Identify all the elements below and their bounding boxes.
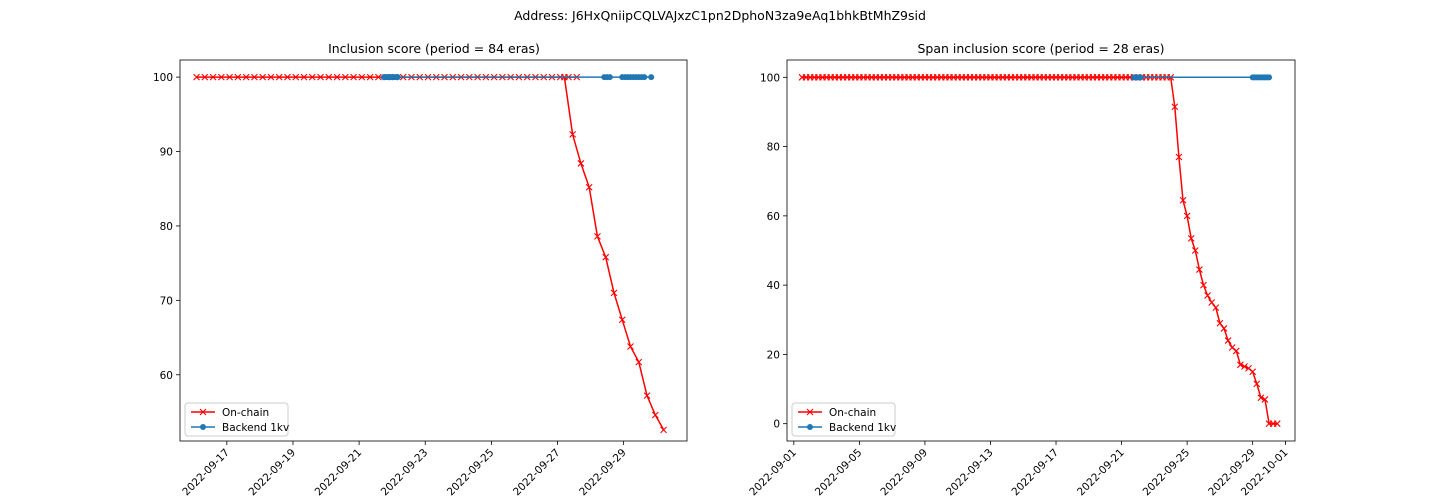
plot-area-frame: [179, 59, 688, 442]
data-point-x-marker: [1175, 153, 1183, 161]
y-tick-label: 0: [773, 419, 780, 431]
data-point-x-marker: [375, 73, 382, 81]
legend-label: Backend 1kv: [829, 422, 896, 434]
legend: On-chain Backend 1kv: [791, 402, 896, 437]
data-point-x-marker: [1220, 325, 1228, 332]
data-point-x-marker: [610, 289, 618, 297]
y-tick-label: 60: [160, 370, 173, 382]
legend-x-marker: [199, 408, 207, 416]
data-point-x-marker: [300, 73, 308, 81]
y-tick-label: 20: [767, 349, 780, 361]
y-tick-label: 40: [767, 280, 780, 292]
data-point-x-marker: [635, 358, 643, 366]
data-point-x-marker: [317, 73, 324, 81]
data-point-x-marker: [1204, 292, 1211, 299]
series-backend-1kv: [1130, 74, 1273, 81]
data-point-x-marker: [350, 73, 357, 81]
data-point-x-marker: [1196, 266, 1203, 273]
data-point-circle-marker: [1266, 74, 1273, 81]
data-point-x-marker: [1224, 337, 1232, 344]
data-point-circle-marker: [606, 74, 613, 81]
data-point-x-marker: [1232, 347, 1240, 355]
data-point-x-marker: [234, 73, 242, 81]
y-tick-label: 100: [153, 72, 173, 84]
data-point-x-marker: [259, 73, 267, 81]
data-point-x-marker: [1171, 103, 1179, 111]
plot-area-frame: [786, 59, 1296, 442]
data-point-x-marker: [1249, 368, 1257, 376]
figure-suptitle: Address: J6HxQniipCQLVAJxzC1pn2DphoN3za9…: [514, 8, 926, 23]
y-tick-label: 90: [160, 147, 173, 159]
data-point-x-marker: [569, 131, 577, 138]
series-backend-1kv: [380, 74, 655, 81]
data-point-circle-marker: [648, 74, 655, 81]
data-point-x-marker: [1257, 394, 1265, 402]
data-point-circle-marker: [641, 74, 648, 81]
data-point-x-marker: [251, 73, 258, 81]
data-point-x-marker: [267, 73, 275, 81]
data-point-x-marker: [366, 73, 374, 81]
y-tick-label: 70: [160, 295, 173, 307]
data-point-x-marker: [226, 73, 233, 81]
data-point-x-marker: [1187, 234, 1195, 242]
data-point-x-marker: [594, 232, 601, 240]
legend-circle-marker: [200, 424, 206, 430]
data-point-x-marker: [209, 73, 217, 81]
legend-label: Backend 1kv: [222, 422, 289, 434]
data-point-x-marker: [1212, 304, 1220, 312]
data-point-x-marker: [651, 411, 659, 419]
data-point-x-marker: [358, 73, 366, 81]
panel-title: Span inclusion score (period = 28 eras): [917, 41, 1164, 56]
y-tick-label: 80: [767, 142, 780, 154]
data-point-x-marker: [193, 73, 200, 81]
data-point-x-marker: [1216, 319, 1224, 327]
data-point-x-marker: [308, 73, 316, 81]
data-point-x-marker: [1179, 196, 1187, 204]
legend-x-marker: [806, 408, 814, 416]
data-point-x-marker: [284, 73, 291, 81]
data-point-x-marker: [341, 73, 349, 81]
data-point-x-marker: [1261, 396, 1269, 403]
data-point-x-marker: [627, 343, 634, 350]
data-point-x-marker: [1241, 363, 1248, 370]
y-tick-label: 60: [767, 211, 780, 223]
data-point-x-marker: [1208, 299, 1216, 306]
data-point-x-marker: [275, 73, 283, 81]
data-point-x-marker: [333, 73, 341, 81]
data-point-x-marker: [1273, 420, 1281, 428]
data-point-x-marker: [1183, 212, 1191, 220]
data-point-x-marker: [242, 73, 250, 81]
data-point-circle-marker: [394, 74, 401, 81]
data-point-x-marker: [643, 392, 651, 399]
data-point-x-marker: [1236, 361, 1244, 369]
data-point-x-marker: [292, 73, 300, 81]
data-point-x-marker: [618, 316, 626, 324]
data-point-x-marker: [577, 160, 585, 167]
panel-title: Inclusion score (period = 84 eras): [328, 41, 540, 56]
data-point-x-marker: [217, 73, 225, 81]
data-point-x-marker: [602, 253, 610, 261]
data-point-x-marker: [1200, 281, 1207, 289]
data-point-x-marker: [660, 426, 667, 434]
data-point-x-marker: [325, 73, 333, 81]
y-tick-label: 80: [160, 221, 173, 233]
legend: On-chain Backend 1kv: [184, 402, 289, 437]
data-point-x-marker: [1253, 380, 1261, 388]
y-tick-label: 100: [760, 72, 780, 84]
data-point-x-marker: [201, 73, 209, 81]
data-point-circle-marker: [1137, 74, 1144, 81]
data-point-x-marker: [1191, 247, 1199, 254]
legend-label: On-chain: [222, 407, 269, 419]
legend-circle-marker: [807, 424, 813, 430]
legend-label: On-chain: [829, 407, 876, 419]
data-point-x-marker: [585, 183, 593, 191]
